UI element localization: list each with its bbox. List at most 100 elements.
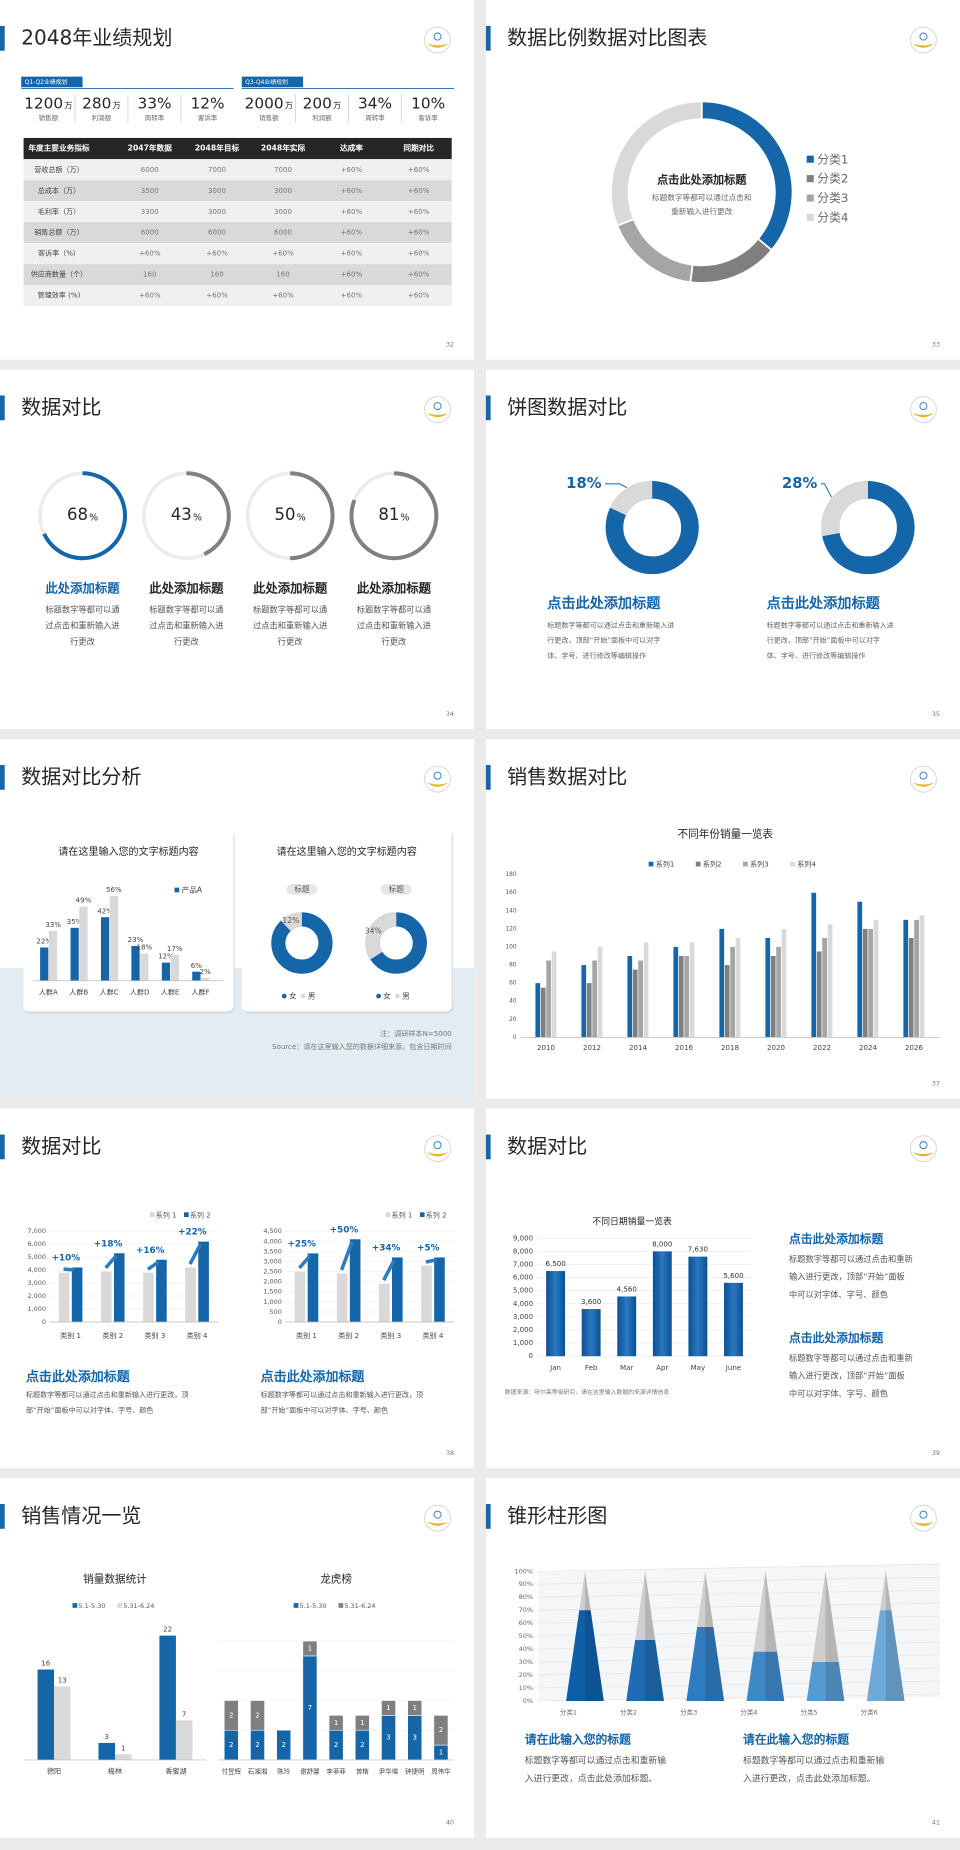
page-number: 33 xyxy=(932,340,940,348)
pill xyxy=(380,884,412,895)
segment-label: 3 xyxy=(412,1733,417,1742)
bar xyxy=(914,919,919,1038)
ring-title: 此处添加标题 xyxy=(357,580,432,595)
y-tick-label: 40% xyxy=(519,1645,533,1653)
body-text: 体、字号、进行修改等编辑操作 xyxy=(767,651,866,660)
slide-title: 销售数据对比 xyxy=(507,764,627,788)
y-tick-label: 3,000 xyxy=(263,1257,282,1265)
y-tick-label: 4,000 xyxy=(27,1266,46,1274)
bar xyxy=(185,1267,196,1323)
table-cell: +60% xyxy=(341,228,363,237)
cone-part xyxy=(626,1640,664,1701)
y-tick-label: 2,000 xyxy=(263,1278,282,1286)
bar xyxy=(546,1271,566,1357)
body-text: 标题数字等都可以通过点击和 xyxy=(652,192,752,202)
value: 280 xyxy=(82,94,111,112)
legend-swatch xyxy=(385,1212,391,1218)
unit: 万 xyxy=(113,101,121,111)
slide: 数据对比分析36请在这里输入您的文字标题内容请在这里输入您的文字标题内容22%3… xyxy=(0,739,475,1099)
value-label: 3,600 xyxy=(581,1297,602,1306)
y-tick-label: 1,000 xyxy=(513,1338,534,1347)
table-header: 同期对比 xyxy=(403,143,434,153)
value-label: 18% xyxy=(137,943,153,952)
logo-wing xyxy=(912,1152,935,1157)
kpi-tag-label: Q3-Q4业绩规划 xyxy=(245,78,288,86)
value-label: 18% xyxy=(566,475,602,492)
bar xyxy=(632,969,638,1038)
y-tick-label: 10% xyxy=(519,1684,533,1692)
bar xyxy=(719,928,725,1038)
block-title: 点击此处添加标题 xyxy=(261,1369,365,1385)
bar xyxy=(37,1669,55,1760)
bar xyxy=(113,1253,125,1323)
legend-label: 系列4 xyxy=(797,860,816,869)
bar xyxy=(908,937,914,1038)
item-title: 点击此处添加标题 xyxy=(547,595,661,612)
x-tick-label: 钟捷明 xyxy=(405,1767,424,1776)
slide: 数据对比 38 0 1,000 2,000 3,000 4,000 5,000 6,000 7,0… xyxy=(0,1108,475,1469)
table-cell: 6000 xyxy=(141,165,159,174)
x-tick-label: 类别 2 xyxy=(338,1331,359,1340)
x-tick-label: 付昱辉 xyxy=(222,1767,242,1776)
cone-shade xyxy=(645,1640,664,1701)
legend-swatch xyxy=(806,214,814,222)
value: 200 xyxy=(303,94,332,112)
slide-bg xyxy=(485,0,960,360)
annotation-arrow xyxy=(146,1260,160,1271)
x-tick-label: 人群D xyxy=(130,988,150,997)
bar xyxy=(100,1271,112,1323)
legend-swatch xyxy=(338,1603,344,1608)
body-text: 标题数字等都可以通 xyxy=(45,605,119,615)
body-text: 标题数字等都可以通过点击和重新输入进 xyxy=(767,620,894,629)
cone-shade xyxy=(584,1571,591,1611)
bar xyxy=(100,917,110,981)
x-tick-label: 人群E xyxy=(161,988,180,997)
bar xyxy=(156,1259,167,1323)
source: 数据来源：听尔高等级研究，请在这里输入数据的来源详情信息 xyxy=(505,1388,670,1396)
legend-swatch xyxy=(806,155,814,163)
bar-segment xyxy=(250,1700,265,1731)
x-tick-label: 分类3 xyxy=(680,1708,697,1717)
legend-label: 男 xyxy=(402,992,410,1001)
bar xyxy=(617,1296,637,1357)
bar xyxy=(140,953,149,981)
grid-line xyxy=(537,1563,940,1572)
slide-bg xyxy=(0,1478,475,1838)
table-row-bg xyxy=(23,222,452,244)
x-tick-label: 香蜜湖 xyxy=(165,1767,186,1776)
title-accent xyxy=(485,25,491,51)
bar xyxy=(673,946,679,1038)
value-label: 12% xyxy=(158,952,174,961)
value-label: 6% xyxy=(191,961,202,970)
slide-title: 锥形柱形图 xyxy=(507,1504,607,1528)
bar xyxy=(581,965,587,1038)
table-cell: +60% xyxy=(408,228,430,237)
bar xyxy=(724,1282,743,1357)
y-tick-label: 0 xyxy=(42,1318,46,1326)
logo-wing xyxy=(426,1152,449,1157)
x-tick-label: Jan xyxy=(549,1363,561,1372)
legend-label: 系列 2 xyxy=(190,1210,211,1219)
logo-core xyxy=(433,771,442,780)
annotation: +34% xyxy=(372,1244,401,1254)
table-cell: +60% xyxy=(139,249,161,258)
slide-title: 数据对比 xyxy=(507,1134,587,1158)
x-tick-label: 2022 xyxy=(813,1043,831,1052)
segment-label: 3 xyxy=(386,1733,391,1742)
cone-part xyxy=(812,1571,839,1663)
x-tick-label: 类别 4 xyxy=(187,1331,208,1340)
y-tick-label: 60 xyxy=(509,981,517,987)
annotation-arrow xyxy=(104,1254,118,1270)
legend-label: 产品A xyxy=(182,885,203,895)
title-accent xyxy=(0,25,5,51)
cone-shade xyxy=(705,1571,714,1628)
body-text: 行更改，顶部“开始”面板中可以对字 xyxy=(767,636,880,645)
table-cell: 160 xyxy=(276,270,290,279)
y-tick-label: 20 xyxy=(509,1017,517,1023)
page-number: 32 xyxy=(446,340,454,348)
page-number: 41 xyxy=(932,1818,940,1826)
table-header: 达成率 xyxy=(340,143,363,153)
